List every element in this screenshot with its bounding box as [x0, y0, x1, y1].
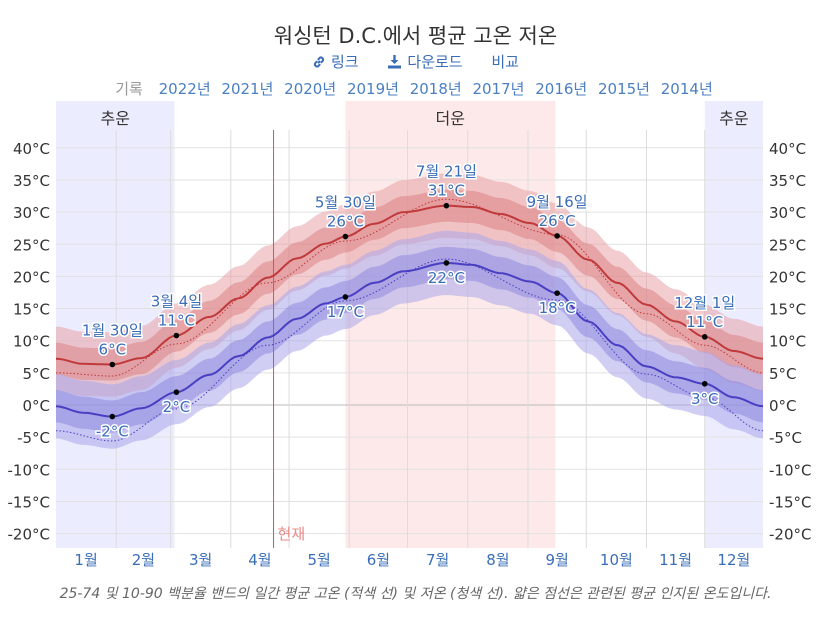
year-link[interactable]: 2014년: [660, 80, 713, 98]
year-link[interactable]: 2016년: [535, 80, 588, 98]
year-link[interactable]: 2019년: [346, 80, 399, 98]
month-label: 11월: [659, 551, 692, 569]
annotation-date: 12월 1일: [674, 294, 735, 312]
year-link[interactable]: 2018년: [409, 80, 462, 98]
month-label: 9월: [545, 551, 568, 569]
annotation-value: 18°C: [539, 299, 576, 317]
link-button[interactable]: 링크: [312, 53, 363, 71]
year-link[interactable]: 2022년: [158, 80, 211, 98]
link-icon: [313, 56, 325, 68]
annotation-date: 5월 30일: [315, 194, 376, 212]
y-tick-label-right: -15°C: [769, 493, 811, 511]
year-link[interactable]: 2017년: [472, 80, 525, 98]
month-label: 8월: [486, 551, 509, 569]
annotation-point: [173, 332, 180, 339]
download-button[interactable]: 다운로드: [387, 53, 467, 71]
download-icon: [388, 55, 402, 69]
annotation-value: 17°C: [327, 303, 364, 321]
chart-caption: 25-74 및 10-90 백분율 밴드의 일간 평균 고온 (적색 선) 및 …: [59, 586, 772, 602]
record-label: 기록: [115, 80, 143, 98]
y-tick-label-left: 35°C: [13, 172, 50, 190]
y-tick-label-left: 40°C: [13, 140, 50, 158]
season-label: 더운: [436, 109, 465, 128]
annotation-date: 1월 30일: [82, 321, 143, 339]
annotation-point: [554, 233, 560, 239]
download-label: 다운로드: [407, 53, 463, 71]
year-link[interactable]: 2015년: [598, 80, 650, 98]
y-tick-label-left: 15°C: [13, 301, 50, 319]
annotation-value: -2°C: [96, 423, 129, 441]
annotation-value: 2°C: [163, 398, 191, 416]
annotation-value: 6°C: [99, 340, 127, 358]
annotation-point: [109, 413, 116, 420]
y-tick-label-left: -15°C: [8, 493, 50, 511]
y-tick-label-left: 10°C: [13, 333, 50, 351]
month-label: 4월: [248, 551, 271, 569]
month-label: 1월: [74, 551, 97, 569]
annotation-date: 7월 21일: [416, 163, 477, 181]
annotation-point: [443, 260, 450, 266]
y-tick-label-right: -10°C: [769, 461, 811, 479]
annotation-value: 11°C: [158, 312, 195, 330]
compare-button[interactable]: 비교: [491, 53, 519, 71]
month-label: 10월: [600, 551, 633, 569]
annotation-point: [701, 380, 708, 387]
y-tick-label-right: 5°C: [769, 365, 797, 383]
annotation-value: 3°C: [691, 390, 719, 408]
season-label: 추운: [719, 109, 748, 128]
y-tick-label-right: 35°C: [769, 172, 806, 190]
y-tick-label-right: -20°C: [769, 526, 811, 544]
season-label: 추운: [101, 109, 130, 128]
year-link[interactable]: 2021년: [221, 80, 274, 98]
month-label: 3월: [189, 551, 212, 569]
year-link[interactable]: 2020년: [284, 80, 337, 98]
y-tick-label-right: 30°C: [769, 204, 806, 222]
y-tick-label-left: -10°C: [8, 461, 50, 479]
month-label: 6월: [367, 551, 390, 569]
month-label: 7월: [426, 551, 449, 569]
annotation-date: 3월 4일: [151, 293, 202, 311]
y-tick-label-right: 0°C: [769, 397, 797, 415]
y-tick-label-right: -5°C: [769, 429, 802, 447]
y-tick-label-left: 30°C: [13, 204, 50, 222]
y-tick-label-right: 40°C: [769, 140, 806, 158]
annotation-value: 26°C: [539, 212, 576, 230]
annotation-point: [443, 202, 450, 209]
annotation-value: 22°C: [428, 269, 465, 287]
month-label: 2월: [132, 551, 155, 569]
annotation-value: 11°C: [686, 313, 723, 331]
y-tick-label-right: 25°C: [769, 236, 806, 254]
y-tick-label-left: 25°C: [13, 236, 50, 254]
page-title: 워싱턴 D.C.에서 평균 고온 저온: [273, 24, 558, 48]
month-label: 5월: [308, 551, 331, 569]
high-band-10-90: [56, 173, 763, 397]
low-band-25-74: [56, 246, 763, 433]
y-tick-label-left: 5°C: [22, 365, 50, 383]
action-bar: 링크 다운로드 비교: [0, 51, 831, 72]
y-tick-label-left: -5°C: [17, 429, 50, 447]
annotation-point: [342, 233, 349, 240]
annotation-point: [173, 389, 180, 395]
now-label: 현재: [278, 525, 306, 543]
y-tick-label-left: 0°C: [22, 397, 50, 415]
annotation-value: 31°C: [428, 182, 465, 200]
y-tick-label-left: 20°C: [13, 268, 50, 286]
annotation-value: 26°C: [327, 213, 364, 231]
annotation-point: [109, 361, 116, 368]
month-label: 12월: [717, 551, 750, 569]
y-tick-label-right: 20°C: [769, 268, 806, 286]
y-tick-label-left: -20°C: [8, 526, 50, 544]
annotation-point: [554, 290, 560, 296]
annotation-point: [342, 294, 349, 300]
annotation-date: 9월 16일: [527, 193, 588, 211]
record-years: 기록 2022년 2021년 2020년 2019년 2018년 2017년 2…: [0, 78, 831, 99]
annotation-point: [701, 334, 708, 340]
y-tick-label-right: 10°C: [769, 333, 806, 351]
link-label: 링크: [331, 53, 359, 71]
y-tick-label-right: 15°C: [769, 301, 806, 319]
